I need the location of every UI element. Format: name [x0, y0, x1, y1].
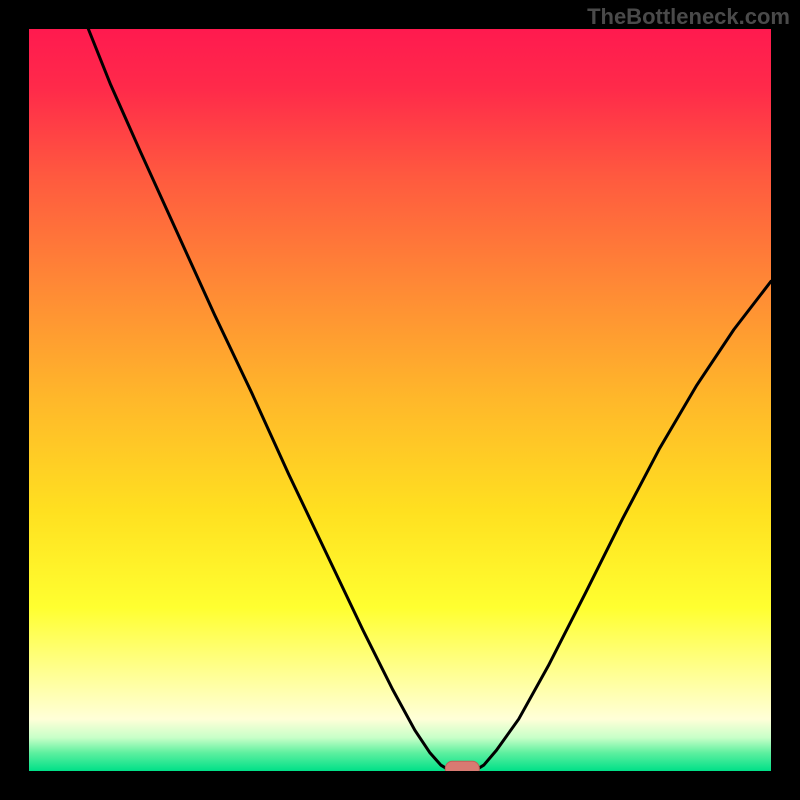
plot-svg: [29, 29, 771, 771]
chart-container: TheBottleneck.com: [0, 0, 800, 800]
plot-area: [29, 29, 771, 771]
watermark-text: TheBottleneck.com: [587, 4, 790, 30]
gradient-background: [29, 29, 771, 771]
optimum-marker: [445, 761, 479, 771]
